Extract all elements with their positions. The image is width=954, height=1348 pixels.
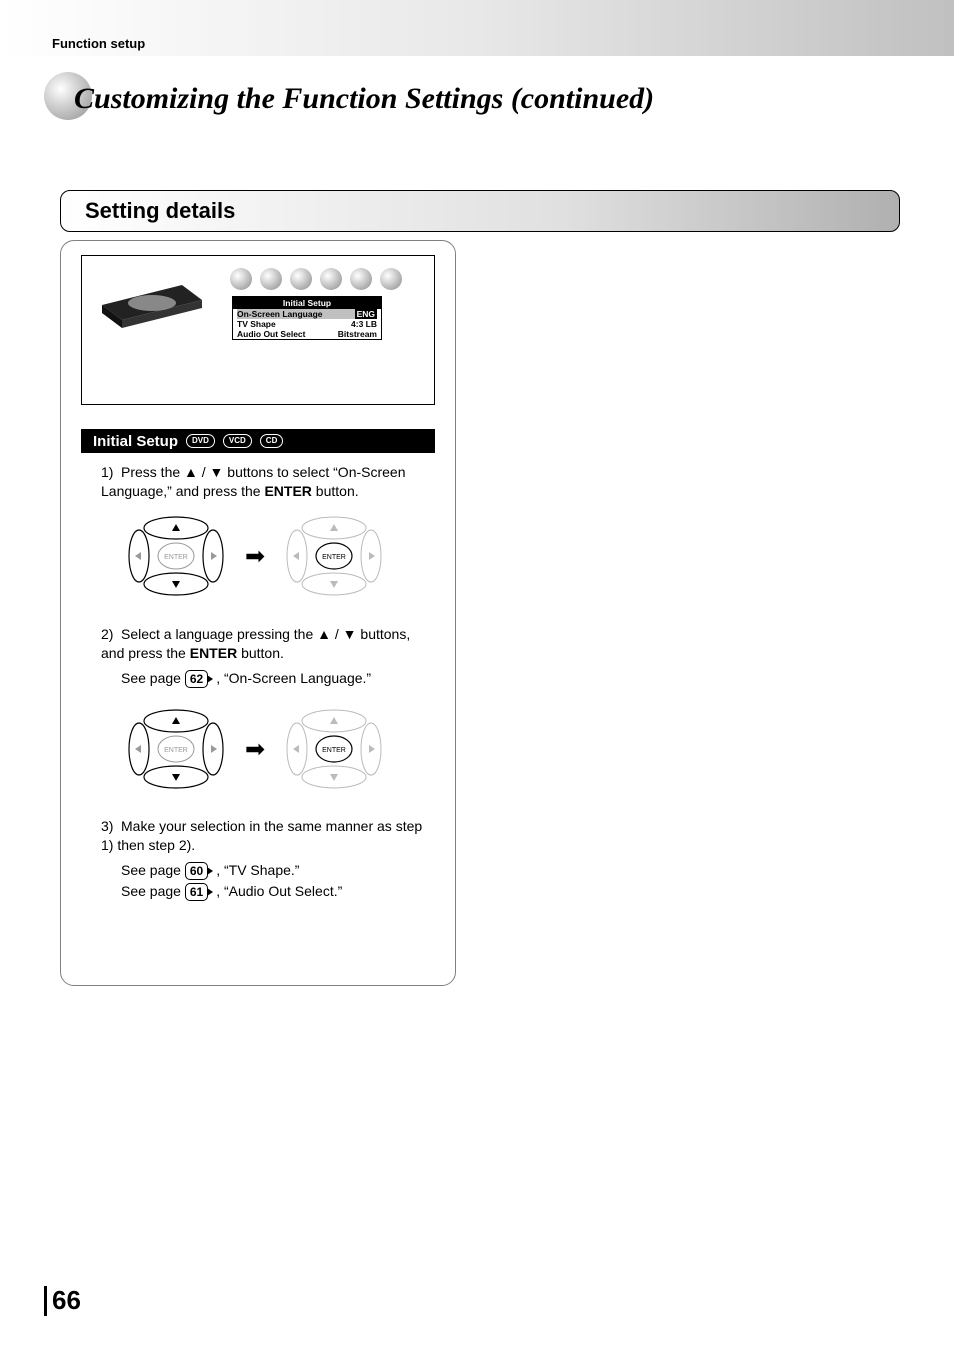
initial-setup-label: Initial Setup [93, 433, 178, 450]
see-prefix: See page [121, 670, 185, 686]
step-2: 2)Select a language pressing the ▲ / ▼ b… [101, 625, 437, 688]
step-3: 3)Make your selection in the same manner… [101, 817, 437, 901]
step-number: 1) [101, 463, 121, 482]
osd-icon [380, 268, 402, 290]
arrow-right-icon: ➡ [245, 735, 265, 764]
page-ref-badge: 61 [185, 883, 208, 901]
osd-label: Audio Out Select [237, 329, 338, 339]
see-prefix: See page [121, 883, 185, 899]
page-title: Customizing the Function Settings (conti… [74, 82, 654, 116]
disc-type-badge: CD [260, 434, 284, 448]
step-text: Press the ▲ / ▼ buttons to select “On-Sc… [101, 464, 406, 499]
osd-row: Audio Out Select Bitstream [233, 329, 381, 339]
arrow-right-icon: ➡ [245, 542, 265, 571]
see-page-line: See page 61 , “Audio Out Select.” [121, 882, 437, 901]
remote-diagram: ENTER ➡ ENTER [121, 704, 421, 794]
osd-icon [320, 268, 342, 290]
osd-menu: Initial Setup On-Screen Language ENG TV … [232, 296, 382, 340]
osd-label: On-Screen Language [237, 309, 355, 319]
see-suffix: , “TV Shape.” [216, 862, 299, 878]
svg-text:ENTER: ENTER [164, 747, 188, 754]
osd-icon [260, 268, 282, 290]
see-prefix: See page [121, 862, 185, 878]
osd-label: TV Shape [237, 319, 351, 329]
dpad-enter: ENTER [279, 514, 389, 598]
content-panel: Initial Setup On-Screen Language ENG TV … [60, 240, 456, 986]
dpad-enter: ENTER [279, 707, 389, 791]
page-number: 66 [52, 1285, 81, 1316]
osd-icon-row [230, 268, 402, 290]
breadcrumb: Function setup [52, 36, 145, 51]
svg-text:ENTER: ENTER [322, 747, 346, 754]
osd-icon [350, 268, 372, 290]
svg-text:ENTER: ENTER [322, 554, 346, 561]
see-page-line: See page 60 , “TV Shape.” [121, 861, 437, 880]
step-text: Make your selection in the same manner a… [101, 818, 422, 853]
step-1: 1)Press the ▲ / ▼ buttons to select “On-… [101, 463, 437, 501]
step-text: button. [237, 645, 284, 661]
tv-screenshot: Initial Setup On-Screen Language ENG TV … [81, 255, 435, 405]
page-ref-badge: 60 [185, 862, 208, 880]
osd-menu-title: Initial Setup [233, 297, 381, 309]
osd-icon [230, 268, 252, 290]
osd-icon [290, 268, 312, 290]
step-bold: ENTER [190, 645, 237, 661]
disc-type-badge: VCD [223, 434, 252, 448]
osd-row: TV Shape 4:3 LB [233, 319, 381, 329]
step-bold: ENTER [264, 483, 311, 499]
osd-value: Bitstream [338, 329, 377, 339]
dvd-player-illustration [92, 270, 212, 330]
dpad-active: ENTER [121, 514, 231, 598]
see-page-line: See page 62 , “On-Screen Language.” [121, 669, 437, 688]
page-number-bar [44, 1286, 47, 1316]
osd-row: On-Screen Language ENG [233, 309, 381, 319]
section-heading: Setting details [85, 198, 235, 224]
see-suffix: , “On-Screen Language.” [216, 670, 371, 686]
initial-setup-bar: Initial Setup DVD VCD CD [81, 429, 435, 453]
svg-text:ENTER: ENTER [164, 554, 188, 561]
step-number: 2) [101, 625, 121, 644]
disc-type-badge: DVD [186, 434, 215, 448]
step-number: 3) [101, 817, 121, 836]
dpad-active: ENTER [121, 707, 231, 791]
remote-diagram: ENTER ➡ ENTER [121, 511, 421, 601]
osd-value: 4:3 LB [351, 319, 377, 329]
see-suffix: , “Audio Out Select.” [216, 883, 342, 899]
page-ref-badge: 62 [185, 670, 208, 688]
step-text: button. [312, 483, 359, 499]
osd-value: ENG [355, 309, 377, 319]
section-heading-box: Setting details [60, 190, 900, 232]
